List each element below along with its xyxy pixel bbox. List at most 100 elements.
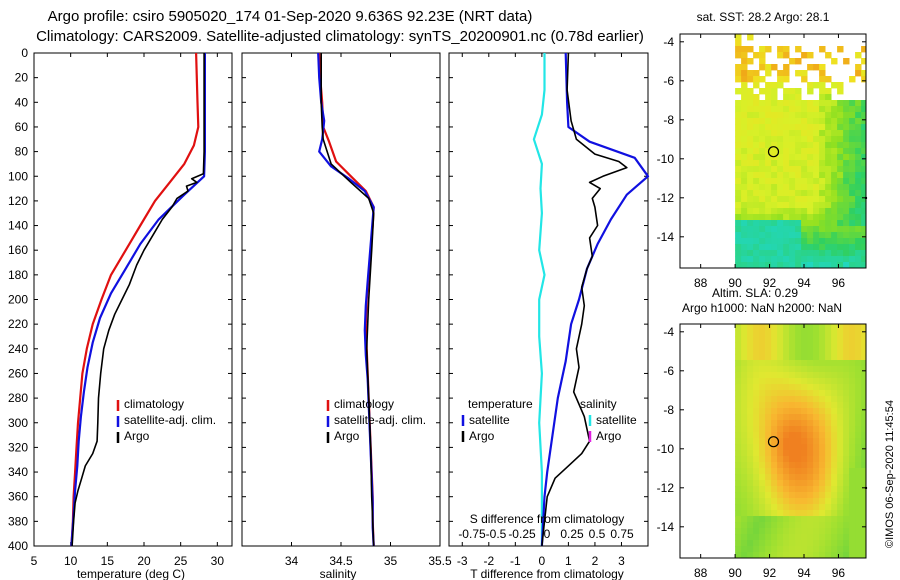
sla-map-cell: [825, 432, 832, 439]
sst-map-cell: [813, 214, 820, 221]
sst-map-cell: [765, 196, 772, 203]
sla-map-cell: [783, 432, 790, 439]
sla-map-cell: [765, 474, 772, 481]
sst-map-cell: [783, 106, 790, 113]
sla-map-cell: [795, 552, 802, 559]
sla-map-cell: [795, 516, 802, 523]
sst-map-cell: [819, 226, 826, 233]
sla-map-cell: [849, 432, 856, 439]
s-diff-tick-label: -0.75: [458, 527, 486, 541]
s-difference-label: S difference from climatology: [470, 512, 625, 526]
sla-map-cell: [813, 552, 820, 559]
sla-map-cell: [753, 438, 760, 445]
sla-map-cell: [837, 414, 844, 421]
sst-map-cell: [789, 154, 796, 161]
sla-map-cell: [759, 498, 766, 505]
sst-map-cell: [801, 130, 808, 137]
sla-map-cell: [807, 324, 814, 331]
sst-map-cell: [825, 94, 832, 101]
sst-map-cell: [747, 76, 754, 83]
temp-legend-satellite: satellite-adj. clim.: [124, 413, 216, 427]
sla-map-cell: [783, 540, 790, 547]
sst-map-cell: [819, 112, 826, 119]
sla-map-cell: [861, 426, 867, 433]
sst-map-cell: [837, 220, 844, 227]
differences-xtick-label: 2: [592, 554, 599, 568]
differences-xtick-label: -3: [457, 554, 468, 568]
sla-map-cell: [759, 420, 766, 427]
sla-map-cell: [813, 450, 820, 457]
sst-map-cell: [753, 208, 760, 215]
temperature-legend: climatology satellite-adj. clim. Argo: [116, 397, 216, 443]
sla-map-cell: [789, 438, 796, 445]
sst-map-cell: [849, 250, 856, 257]
sst-map-cell: [801, 208, 808, 215]
sla-map-cell: [801, 510, 808, 517]
sla-map-cell: [825, 378, 832, 385]
sst-map-cell: [807, 250, 814, 257]
temperature-xtick-label: 20: [137, 554, 151, 568]
temperature-xtick-label: 5: [31, 554, 38, 568]
sla-map-cell: [807, 342, 814, 349]
sst-map-cell: [747, 148, 754, 155]
sst-map-cell: [861, 160, 867, 167]
sla-map-cell: [831, 474, 838, 481]
sla-map-cell: [801, 360, 808, 367]
sst-map-cell: [741, 262, 748, 269]
sla-map-cell: [801, 366, 808, 373]
sst-map-cell: [771, 106, 778, 113]
sla-map-cell: [801, 540, 808, 547]
sal-legend-climatology: climatology: [334, 397, 394, 411]
sst-map-cell: [777, 124, 784, 131]
sla-map-cell: [771, 420, 778, 427]
sla-map-cell: [855, 324, 862, 331]
sst-map-cell: [831, 244, 838, 251]
sst-map-cell: [861, 148, 867, 155]
sla-map-cell: [747, 396, 754, 403]
sla-map-cell: [807, 366, 814, 373]
sst-map-cell: [813, 226, 820, 233]
sla-map-cell: [771, 396, 778, 403]
sst-map-cell: [855, 208, 862, 215]
sst-map-cell: [801, 166, 808, 173]
sst-map-cell: [765, 214, 772, 221]
sla-map-cell: [771, 402, 778, 409]
sst-map-cell: [771, 178, 778, 185]
sst-map-cell: [819, 166, 826, 173]
sla-map-cell: [831, 402, 838, 409]
sla-map-cell: [777, 426, 784, 433]
sla-map-cell: [753, 450, 760, 457]
sst-map-cell: [837, 178, 844, 185]
sla-map-cell: [849, 522, 856, 529]
sla-map-cell: [741, 516, 748, 523]
sst-map-cell: [735, 70, 742, 77]
sla-map-cell: [825, 504, 832, 511]
sla-map-cell: [825, 366, 832, 373]
sla-map-cell: [843, 552, 850, 559]
sla-map-cell: [741, 504, 748, 511]
sla-map-cell: [777, 474, 784, 481]
sla-map-cell: [741, 510, 748, 517]
sla-map-cell: [825, 522, 832, 529]
sla-map-cell: [807, 402, 814, 409]
sla-map-cell: [777, 402, 784, 409]
sst-map-cell: [831, 256, 838, 263]
sla-map-cell: [843, 462, 850, 469]
sla-map-cell: [783, 360, 790, 367]
sst-map-cell: [813, 244, 820, 251]
sst-map-cell: [819, 118, 826, 125]
sst-map-cell: [783, 208, 790, 215]
sst-map-cell: [771, 88, 778, 95]
sla-map-cell: [741, 450, 748, 457]
sla-map-cell: [849, 474, 856, 481]
sla-map-cell: [753, 456, 760, 463]
sst-map-cell: [747, 202, 754, 209]
sla-map-cell: [861, 534, 867, 541]
sla-map-cell: [741, 540, 748, 547]
salinity-plot-frame: [241, 52, 441, 547]
differences-xtick-label: 1: [565, 554, 572, 568]
sla-map-cell: [801, 492, 808, 499]
sla-map-cell: [837, 492, 844, 499]
sla-map-cell: [813, 372, 820, 379]
sst-map-cell: [831, 100, 838, 107]
